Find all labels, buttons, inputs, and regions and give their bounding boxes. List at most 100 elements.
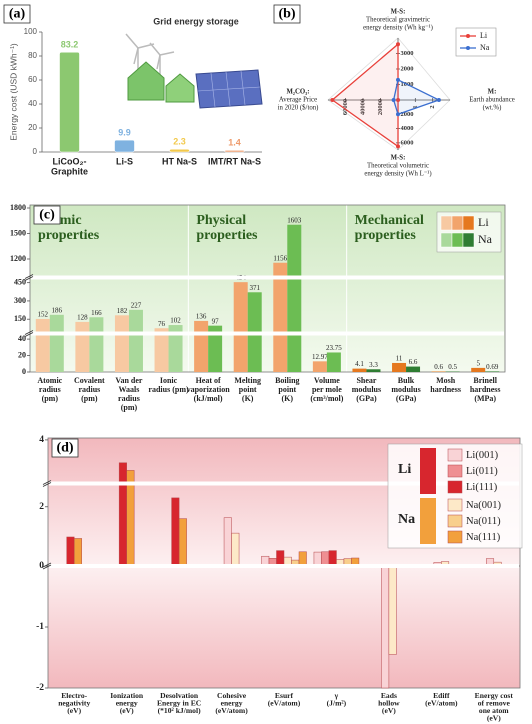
panel-label-box xyxy=(51,438,79,458)
x-tick-label: Melting xyxy=(234,376,261,385)
radar-axis-label: M-S: xyxy=(391,9,406,16)
bar xyxy=(233,282,248,372)
value-label: 4.1 xyxy=(355,360,364,368)
y-tick-label: 0 xyxy=(33,147,38,156)
bar xyxy=(352,368,367,372)
annotation: Grid energy storage xyxy=(153,16,239,26)
value-label: 83.2 xyxy=(61,40,79,50)
x-tick-label: negativity xyxy=(58,698,90,707)
x-tick-label: (eV) xyxy=(487,714,501,723)
radar-axis-label: energy density (Wh L⁻¹) xyxy=(364,171,431,178)
y-tick-label: 150 xyxy=(14,314,26,323)
x-tick-label: point xyxy=(278,385,296,394)
radar-tick-label: 1 xyxy=(412,105,419,108)
bar xyxy=(169,148,190,153)
bar xyxy=(118,462,127,567)
x-tick-label: Boiling xyxy=(275,376,299,385)
panel-label: (d) xyxy=(56,441,73,456)
bar xyxy=(273,262,288,372)
bar xyxy=(388,565,397,655)
group-label: Physical xyxy=(196,213,246,228)
legend-group-block xyxy=(420,498,436,544)
panel-label-box xyxy=(273,4,301,24)
y-tick-label: 100 xyxy=(24,27,38,36)
y-tick-label: 20 xyxy=(28,123,37,132)
group-label: properties xyxy=(196,228,258,243)
x-tick-label: Covalent xyxy=(74,376,105,385)
bar xyxy=(73,538,82,567)
x-tick-label: (eV/atom) xyxy=(268,698,301,707)
x-tick-label: one atom xyxy=(479,706,509,715)
y-tick-label: 0 xyxy=(39,561,44,571)
bar xyxy=(328,550,337,567)
x-tick-label: IMT/RT Na-S xyxy=(208,156,261,166)
x-tick-label: Energy in EC xyxy=(157,698,201,707)
x-tick-label: Esurf xyxy=(275,691,294,700)
y-tick-label: -2 xyxy=(36,683,44,693)
x-tick-label: modulus xyxy=(352,385,381,394)
value-label: 0.5 xyxy=(448,363,457,371)
bar xyxy=(313,551,322,567)
radar-tick-label: 2 xyxy=(429,105,436,108)
bar xyxy=(194,320,209,372)
y-tick-label: 60 xyxy=(28,75,37,84)
x-tick-label: HT Na-S xyxy=(162,156,197,166)
bar xyxy=(326,352,341,372)
value-label: 97 xyxy=(212,317,220,325)
radar-area xyxy=(331,42,399,148)
y-tick-label: 1500 xyxy=(10,228,26,237)
x-tick-label: (K) xyxy=(282,394,294,403)
radar-point xyxy=(391,98,396,102)
value-label: 1156 xyxy=(273,254,287,262)
bar xyxy=(366,369,381,372)
y-tick-label: 2 xyxy=(39,502,44,512)
x-tick-label: radius xyxy=(39,385,61,394)
value-label: 11 xyxy=(396,355,403,363)
radar-tick-label: 40000 xyxy=(359,99,366,115)
bar xyxy=(128,309,143,372)
bar xyxy=(321,551,330,567)
bar xyxy=(171,497,180,567)
bar xyxy=(381,565,390,689)
x-tick-label: (eV) xyxy=(120,706,134,715)
bar xyxy=(287,224,302,372)
bar xyxy=(89,317,104,372)
radar-axis-label: (wt.%) xyxy=(483,105,502,112)
legend-swatch xyxy=(462,215,475,231)
radar-axis-label: M-S: xyxy=(391,155,406,162)
legend-label: Na(001) xyxy=(466,500,501,511)
radar-tick-label: 4000 xyxy=(401,125,414,132)
x-tick-label: (pm) xyxy=(121,403,138,412)
value-label: 371 xyxy=(249,284,260,292)
axis-break xyxy=(49,564,519,568)
x-tick-label: LiCoO₂- xyxy=(53,156,87,166)
bar xyxy=(208,325,223,372)
group-label: properties xyxy=(38,228,100,243)
radar-axis-label: energy density (Wh kg⁻¹) xyxy=(363,25,433,32)
y-tick-label: 4 xyxy=(39,435,44,445)
value-label: 23.75 xyxy=(326,344,342,352)
axis-break-mark xyxy=(42,480,52,485)
x-tick-label: per mole xyxy=(312,385,342,394)
legend-label: Li(011) xyxy=(466,466,498,477)
x-tick-label: Shear xyxy=(356,376,376,385)
x-tick-label: Ionic xyxy=(160,376,178,385)
legend-swatch xyxy=(447,498,463,512)
panel-label-box xyxy=(33,205,61,225)
bar xyxy=(406,366,421,372)
house xyxy=(165,73,195,103)
y-tick-label: 1800 xyxy=(10,203,26,212)
legend-label: Na xyxy=(478,232,493,246)
axis-break-mark xyxy=(24,274,34,279)
bar xyxy=(231,532,240,567)
x-tick-label: (*10² kJ/mol) xyxy=(158,706,201,715)
x-tick-label: (kJ/mol) xyxy=(194,394,223,403)
x-tick-label: hardness xyxy=(470,385,501,394)
bar xyxy=(59,51,80,153)
bar xyxy=(35,318,50,372)
value-label: 76 xyxy=(158,320,166,328)
radar-axis-label: Earth abundance xyxy=(469,97,514,104)
x-tick-label: Electro- xyxy=(61,691,87,700)
